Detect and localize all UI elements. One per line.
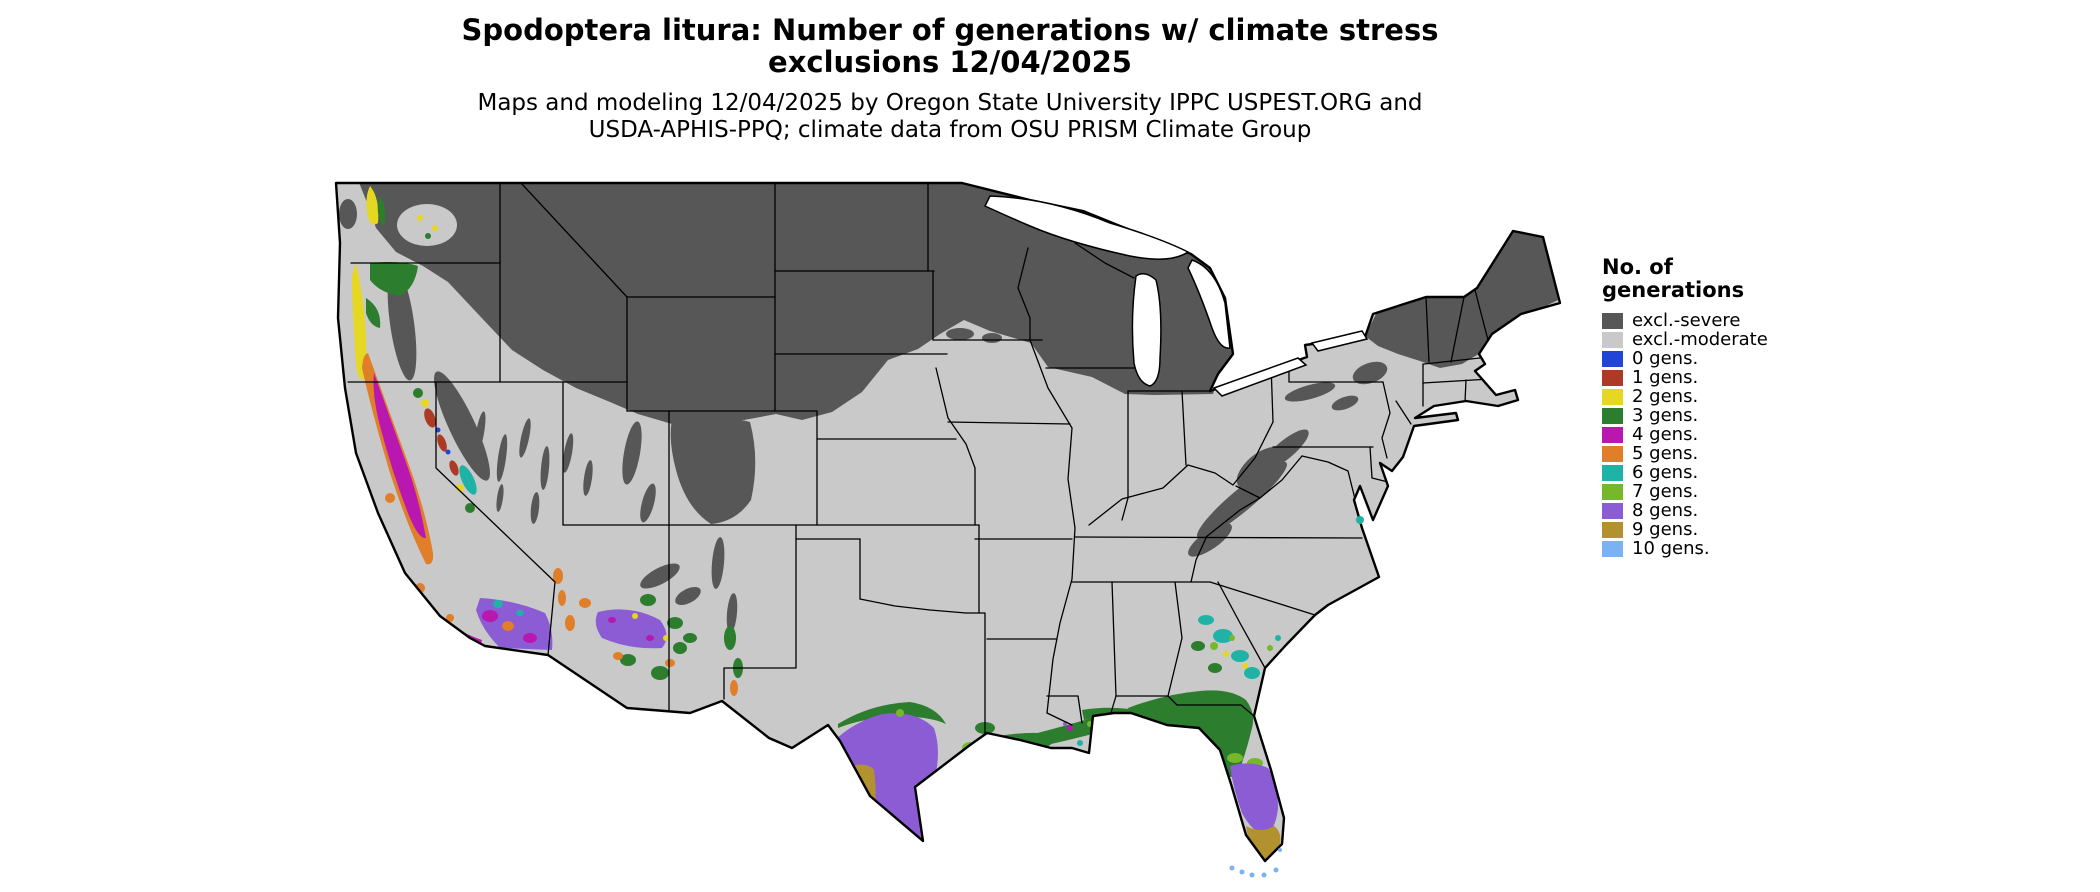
region-rio-grande-3gens bbox=[724, 626, 736, 650]
swatch-6-gens bbox=[1602, 464, 1623, 481]
legend-item-10-gens: 10 gens. bbox=[1602, 539, 1768, 558]
region-central-valley-4gens bbox=[373, 373, 426, 539]
legend-title-line-1: No. of bbox=[1602, 255, 1673, 279]
swatch-1-gens bbox=[1602, 369, 1623, 386]
lake-superior bbox=[983, 195, 1190, 260]
region-ga-coast-6gens bbox=[1213, 629, 1233, 643]
page-title: Spodoptera litura: Number of generations… bbox=[0, 14, 1900, 78]
legend-item-4-gens: 4 gens. bbox=[1602, 425, 1768, 444]
map-legend: No. of generations excl.-severe excl.-mo… bbox=[1602, 256, 1768, 558]
region-willamette-2gens bbox=[352, 263, 367, 380]
swatch-8-gens bbox=[1602, 502, 1623, 519]
swatch-4-gens bbox=[1602, 426, 1623, 443]
lake-erie bbox=[1212, 357, 1308, 397]
title-line-1: Spodoptera litura: Number of generations… bbox=[461, 13, 1439, 47]
legend-item-2-gens: 2 gens. bbox=[1602, 387, 1768, 406]
map-svg bbox=[334, 181, 1562, 878]
legend-item-7-gens: 7 gens. bbox=[1602, 482, 1768, 501]
region-puget-3gens bbox=[377, 196, 386, 226]
swatch-excl-severe bbox=[1602, 312, 1623, 329]
legend-item-excl-severe: excl.-severe bbox=[1602, 311, 1768, 330]
region-south-florida-9gens bbox=[1246, 826, 1281, 860]
subtitle-line-2: USDA-APHIS-PPQ; climate data from OSU PR… bbox=[588, 117, 1312, 143]
swatch-3-gens bbox=[1602, 407, 1623, 424]
columbia-basin-moderate bbox=[397, 204, 457, 246]
swatch-2-gens bbox=[1602, 388, 1623, 405]
lake-ontario bbox=[1310, 330, 1369, 352]
lake-michigan bbox=[1131, 273, 1162, 387]
region-south-texas-8gens bbox=[824, 713, 938, 838]
region-west-oregon-3gens bbox=[370, 262, 418, 296]
legend-item-excl-moderate: excl.-moderate bbox=[1602, 330, 1768, 349]
legend-title: No. of generations bbox=[1602, 256, 1768, 302]
page-subtitle: Maps and modeling 12/04/2025 by Oregon S… bbox=[0, 90, 1900, 144]
legend-item-0-gens: 0 gens. bbox=[1602, 349, 1768, 368]
us-generations-map bbox=[330, 168, 1562, 884]
region-sierra-0gens bbox=[435, 427, 441, 433]
legend-item-9-gens: 9 gens. bbox=[1602, 520, 1768, 539]
legend-item-8-gens: 8 gens. bbox=[1602, 501, 1768, 520]
us-outline bbox=[334, 181, 1562, 863]
region-central-florida-8gens bbox=[1230, 763, 1278, 836]
legend-title-line-2: generations bbox=[1602, 278, 1745, 302]
region-lrgv-9gens bbox=[849, 764, 876, 820]
great-lakes bbox=[983, 195, 1369, 397]
legend-item-6-gens: 6 gens. bbox=[1602, 463, 1768, 482]
swatch-10-gens bbox=[1602, 540, 1623, 557]
swatch-5-gens bbox=[1602, 445, 1623, 462]
legend-item-1-gens: 1 gens. bbox=[1602, 368, 1768, 387]
title-line-2: exclusions 12/04/2025 bbox=[768, 45, 1132, 79]
florida-keys-10gens bbox=[1229, 848, 1282, 878]
legend-item-5-gens: 5 gens. bbox=[1602, 444, 1768, 463]
swatch-excl-moderate bbox=[1602, 331, 1623, 348]
region-puget-2gens bbox=[366, 186, 379, 225]
region-sierra-foothills-6gens bbox=[459, 465, 477, 495]
state-borders bbox=[347, 183, 1491, 737]
swatch-7-gens bbox=[1602, 483, 1623, 500]
lake-huron bbox=[1187, 259, 1231, 349]
region-north-florida-3gens bbox=[1128, 690, 1254, 777]
swatch-0-gens bbox=[1602, 350, 1623, 367]
region-coastal-virginia-6gens bbox=[1356, 516, 1364, 524]
swatch-9-gens bbox=[1602, 521, 1623, 538]
subtitle-line-1: Maps and modeling 12/04/2025 by Oregon S… bbox=[477, 90, 1423, 116]
legend-item-3-gens: 3 gens. bbox=[1602, 406, 1768, 425]
